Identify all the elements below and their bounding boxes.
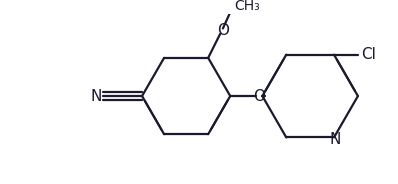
Text: Cl: Cl: [361, 47, 377, 62]
Text: O: O: [217, 23, 229, 38]
Text: CH₃: CH₃: [234, 0, 259, 13]
Text: N: N: [329, 132, 341, 147]
Text: O: O: [254, 89, 265, 104]
Text: N: N: [90, 89, 101, 104]
